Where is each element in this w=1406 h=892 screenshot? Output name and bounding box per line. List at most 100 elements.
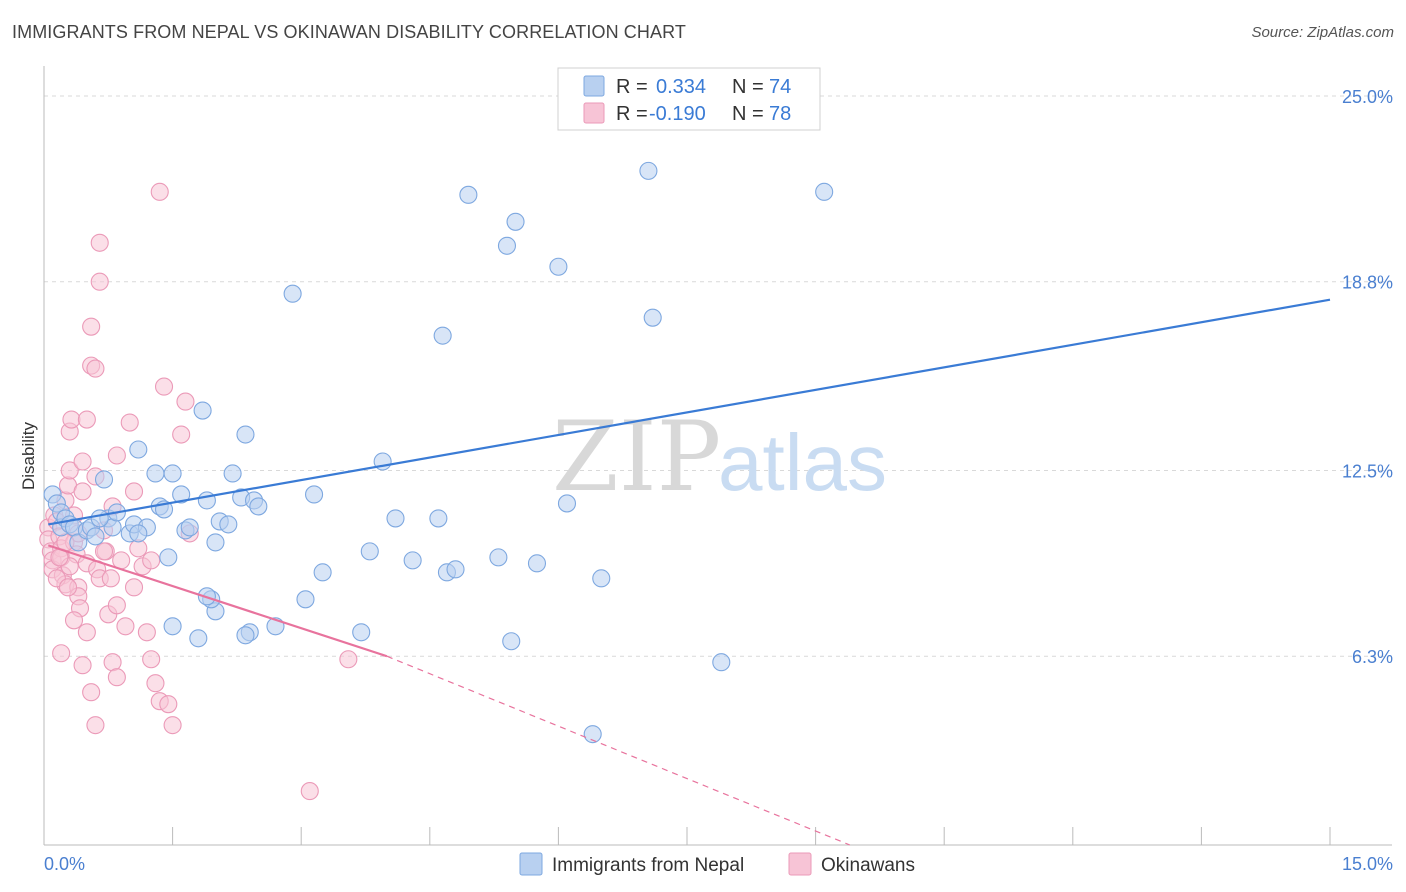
nepal-point bbox=[313, 563, 332, 582]
nepal-point bbox=[643, 308, 662, 327]
chart-source: Source: ZipAtlas.com bbox=[1251, 24, 1394, 41]
nepal-point bbox=[583, 725, 602, 744]
y-tick-label: 12.5% bbox=[1342, 461, 1393, 481]
okinawan-point bbox=[339, 650, 358, 669]
legend-r-label-1: R = bbox=[616, 76, 648, 98]
chart-title: IMMIGRANTS FROM NEPAL VS OKINAWAN DISABI… bbox=[12, 22, 686, 42]
nepal-point bbox=[497, 236, 517, 255]
okinawan-point bbox=[86, 716, 105, 735]
nepal-point bbox=[403, 551, 422, 570]
okinawan-point bbox=[150, 182, 169, 201]
nepal-point bbox=[236, 626, 255, 645]
nepal-point bbox=[446, 560, 465, 579]
nepal-point bbox=[236, 425, 255, 444]
bottom-legend-swatch-pink bbox=[788, 852, 812, 876]
okinawan-point bbox=[172, 425, 191, 444]
okinawan-point bbox=[60, 461, 79, 480]
nepal-point bbox=[296, 590, 315, 609]
okinawan-point bbox=[90, 272, 109, 291]
okinawan-point bbox=[116, 617, 135, 636]
okinawan-point bbox=[77, 410, 96, 429]
legend-swatch-pink bbox=[583, 102, 605, 124]
okinawan-point bbox=[124, 482, 144, 501]
nepal-point bbox=[305, 485, 324, 504]
okinawan-point bbox=[90, 233, 109, 252]
okinawan-point bbox=[52, 644, 71, 663]
legend-r-label-2: R = bbox=[616, 103, 648, 125]
watermark-atlas: atlas bbox=[718, 418, 887, 507]
nepal-point bbox=[163, 464, 182, 483]
axes bbox=[43, 66, 1392, 846]
nepal-point bbox=[159, 548, 178, 567]
nepal-point bbox=[386, 509, 405, 528]
nepal-point bbox=[172, 485, 191, 504]
legend-n-value-2: 78 bbox=[769, 103, 791, 125]
nepal-point bbox=[549, 257, 568, 276]
okinawan-point bbox=[107, 668, 126, 687]
nepal-point bbox=[459, 185, 478, 204]
nepal-point bbox=[502, 632, 521, 651]
legend-r-value-1: 0.334 bbox=[656, 76, 706, 98]
nepal-point bbox=[90, 509, 109, 528]
series-legend: Immigrants from Nepal Okinawans bbox=[519, 852, 915, 876]
okinawan-point bbox=[300, 782, 319, 801]
nepal-trend-line bbox=[48, 298, 1331, 526]
nepal-point bbox=[86, 527, 105, 546]
nepal-point bbox=[146, 464, 165, 483]
nepal-point bbox=[592, 569, 611, 588]
okinawan-point bbox=[58, 578, 78, 597]
okinawan-point bbox=[86, 359, 105, 378]
nepal-point bbox=[219, 515, 238, 534]
nepal-point bbox=[129, 440, 148, 459]
nepal-point bbox=[180, 518, 199, 537]
nepal-point bbox=[639, 161, 658, 180]
legend-n-label-1: N = bbox=[732, 76, 764, 98]
bottom-legend-label-okinawans: Okinawans bbox=[821, 855, 915, 876]
okinawan-trend-extension bbox=[386, 655, 851, 846]
watermark: ZIP atlas bbox=[552, 401, 887, 513]
okinawan-point bbox=[142, 551, 161, 570]
series-immigrants-from-nepal bbox=[43, 161, 834, 744]
okinawan-point bbox=[142, 650, 161, 669]
okinawan-point bbox=[73, 452, 92, 471]
gridlines bbox=[44, 95, 1392, 657]
y-tick-label: 6.3% bbox=[1352, 647, 1393, 667]
okinawan-point bbox=[82, 317, 101, 336]
y-tick-label: 25.0% bbox=[1342, 87, 1393, 107]
legend-r-value-2: -0.190 bbox=[649, 103, 706, 125]
bottom-legend-label-nepal: Immigrants from Nepal bbox=[552, 855, 744, 876]
okinawan-point bbox=[64, 611, 84, 630]
stats-legend: R = 0.334 N = 74 R = -0.190 N = 78 bbox=[557, 67, 821, 131]
okinawan-point bbox=[154, 377, 174, 396]
nepal-point bbox=[129, 524, 148, 543]
okinawan-point bbox=[159, 695, 178, 714]
okinawan-point bbox=[176, 392, 195, 411]
legend-n-label-2: N = bbox=[732, 103, 764, 125]
okinawan-point bbox=[120, 413, 139, 432]
x-tick-label-min: 0.0% bbox=[44, 854, 85, 874]
y-tick-labels: 25.0% 18.8% 12.5% 6.3% bbox=[1342, 87, 1393, 667]
y-tick-label: 18.8% bbox=[1342, 273, 1393, 293]
legend-swatch-blue bbox=[583, 75, 605, 97]
okinawan-point bbox=[62, 410, 81, 429]
okinawan-point bbox=[146, 674, 165, 693]
okinawan-point bbox=[124, 578, 144, 597]
bottom-legend-swatch-blue bbox=[519, 852, 543, 876]
nepal-point bbox=[283, 284, 302, 303]
nepal-point bbox=[433, 326, 452, 345]
nepal-point bbox=[249, 497, 268, 516]
okinawan-point bbox=[94, 542, 114, 561]
nepal-point bbox=[360, 542, 379, 561]
okinawan-point bbox=[101, 569, 120, 588]
nepal-point bbox=[815, 182, 834, 201]
okinawan-point bbox=[82, 683, 101, 702]
nepal-point bbox=[352, 623, 371, 642]
nepal-point bbox=[557, 494, 577, 513]
legend-n-value-1: 74 bbox=[769, 76, 791, 98]
watermark-zip: ZIP bbox=[552, 401, 721, 513]
okinawan-point bbox=[73, 656, 92, 675]
okinawan-point bbox=[73, 482, 92, 501]
okinawan-point bbox=[137, 623, 156, 642]
okinawan-point bbox=[107, 596, 126, 615]
